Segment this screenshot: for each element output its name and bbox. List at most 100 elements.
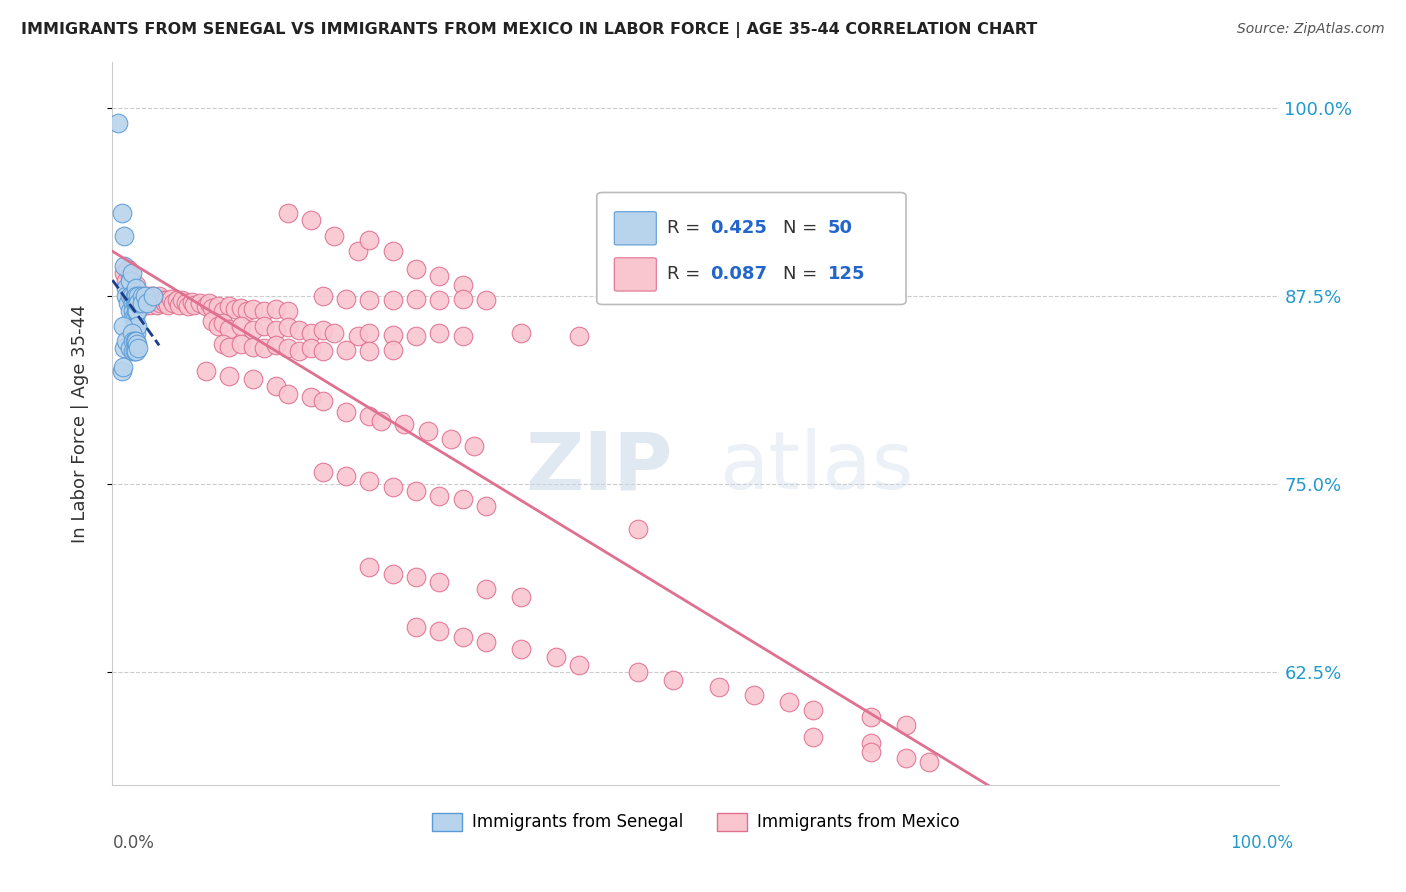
Point: [125, 303, 148, 318]
Point: [405, 261, 427, 276]
Text: R =: R =: [666, 219, 706, 237]
Text: atlas: atlas: [720, 428, 914, 506]
Point: [242, 340, 264, 354]
Point: [131, 298, 153, 312]
Point: [122, 285, 145, 299]
Point: [157, 298, 180, 312]
Point: [162, 296, 184, 310]
Point: [188, 296, 211, 310]
Point: [405, 292, 427, 306]
Point: [125, 290, 148, 304]
Point: [451, 631, 474, 645]
Point: [201, 314, 224, 328]
Text: 0.087: 0.087: [710, 266, 768, 284]
Point: [860, 710, 883, 724]
Point: [860, 736, 883, 750]
Point: [125, 278, 148, 293]
Point: [359, 326, 381, 341]
Point: [131, 290, 153, 304]
Point: [427, 269, 450, 284]
Point: [335, 405, 357, 419]
Point: [115, 281, 138, 295]
FancyBboxPatch shape: [596, 193, 905, 304]
Point: [146, 293, 169, 308]
Point: [120, 274, 142, 288]
Point: [359, 293, 381, 308]
Point: [125, 296, 148, 310]
Text: 0.0%: 0.0%: [112, 834, 155, 852]
Point: [264, 302, 287, 317]
Point: [568, 657, 591, 672]
Point: [311, 323, 333, 337]
Point: [174, 296, 197, 310]
Point: [509, 642, 531, 657]
Point: [276, 386, 298, 401]
Point: [359, 474, 381, 488]
Point: [405, 570, 427, 584]
Point: [128, 296, 150, 310]
Text: N =: N =: [783, 266, 824, 284]
Point: [381, 480, 404, 494]
Point: [172, 293, 194, 308]
Point: [276, 206, 298, 220]
Text: 100.0%: 100.0%: [1230, 834, 1294, 852]
Point: [242, 323, 264, 337]
Point: [359, 344, 381, 359]
Point: [229, 318, 252, 333]
Point: [894, 718, 917, 732]
Point: [253, 318, 276, 333]
Point: [475, 500, 498, 514]
Point: [141, 293, 163, 308]
Point: [224, 302, 246, 317]
Point: [381, 293, 404, 308]
Point: [143, 293, 166, 308]
Point: [451, 491, 474, 506]
Point: [139, 289, 162, 303]
Point: [359, 409, 381, 424]
Point: [127, 296, 149, 310]
Point: [323, 228, 346, 243]
Point: [167, 298, 190, 312]
Point: [207, 299, 229, 313]
Point: [801, 703, 824, 717]
Legend: Immigrants from Senegal, Immigrants from Mexico: Immigrants from Senegal, Immigrants from…: [426, 806, 966, 838]
Point: [212, 316, 235, 330]
Point: [661, 673, 683, 687]
Point: [127, 287, 149, 301]
Text: N =: N =: [783, 219, 824, 237]
Point: [509, 326, 531, 341]
Text: 50: 50: [828, 219, 853, 237]
Point: [148, 289, 170, 303]
Point: [135, 296, 157, 310]
Point: [118, 274, 141, 288]
Point: [627, 522, 650, 536]
Point: [299, 390, 322, 404]
Point: [427, 293, 450, 308]
Point: [299, 326, 322, 341]
Point: [115, 274, 138, 288]
Point: [370, 414, 392, 428]
Point: [124, 311, 146, 326]
Point: [894, 751, 917, 765]
Point: [311, 344, 333, 359]
Point: [124, 289, 146, 303]
Point: [125, 287, 148, 301]
Point: [264, 338, 287, 352]
Point: [475, 635, 498, 649]
Point: [131, 296, 153, 310]
Point: [115, 289, 138, 303]
Point: [381, 343, 404, 357]
Point: [242, 371, 264, 385]
Point: [253, 303, 276, 318]
Point: [111, 359, 134, 374]
FancyBboxPatch shape: [614, 258, 657, 291]
Point: [125, 281, 148, 295]
Text: 0.425: 0.425: [710, 219, 766, 237]
Point: [125, 318, 148, 333]
Point: [180, 294, 202, 309]
Point: [212, 303, 235, 318]
Point: [121, 266, 143, 280]
Point: [177, 299, 200, 313]
Point: [475, 293, 498, 308]
Point: [122, 296, 145, 310]
